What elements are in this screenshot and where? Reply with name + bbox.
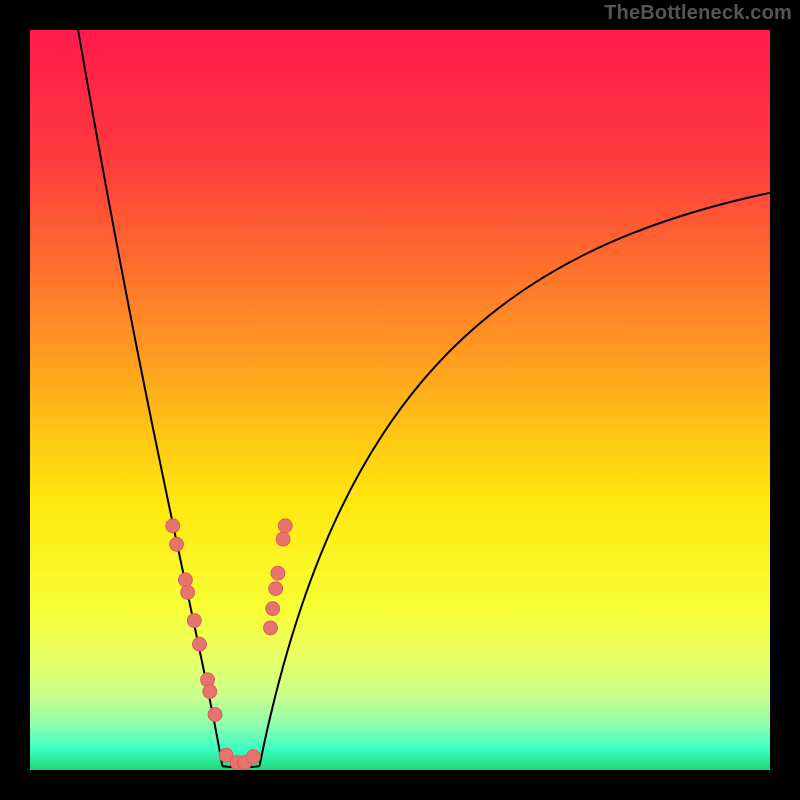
data-marker [278,519,292,533]
watermark-label: TheBottleneck.com [604,2,792,25]
data-marker [208,708,222,722]
data-marker [266,602,280,616]
data-marker [271,566,285,580]
data-marker [170,537,184,551]
gradient-background [30,30,770,770]
data-marker [166,519,180,533]
data-marker [264,621,278,635]
chart-svg [0,0,800,800]
chart-container: { "watermark": "TheBottleneck.com", "can… [0,0,800,800]
data-marker [203,685,217,699]
data-marker [178,573,192,587]
data-marker [187,614,201,628]
data-marker [276,532,290,546]
data-marker [246,750,260,764]
data-marker [192,637,206,651]
data-marker [269,582,283,596]
data-marker [181,585,195,599]
